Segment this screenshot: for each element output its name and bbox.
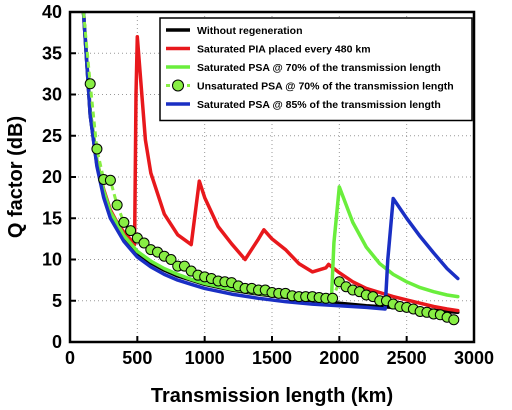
data-point — [118, 216, 130, 228]
data-point — [104, 174, 116, 186]
x-tick-label: 500 — [122, 348, 152, 368]
legend-marker — [172, 79, 184, 92]
y-tick-label: 40 — [42, 2, 62, 22]
y-tick-label: 5 — [52, 291, 62, 311]
x-tick-label: 2000 — [319, 348, 359, 368]
y-tick-label: 35 — [42, 43, 62, 63]
ticks: 0 500 1000 1500 2000 2500 3000 0 5 10 15 20 25 30 35 40 — [42, 2, 494, 368]
legend: Without regeneration Saturated PIA placed… — [159, 17, 473, 122]
data-point — [84, 78, 96, 90]
data-point — [91, 143, 103, 155]
legend-label: Without regeneration — [197, 25, 303, 37]
legend-label: Saturated PSA @ 70% of the transmission … — [197, 62, 441, 74]
data-point — [327, 292, 339, 304]
series-line — [81, 12, 460, 313]
series-2 — [81, 12, 460, 313]
data-point — [165, 254, 177, 265]
legend-item: Without regeneration — [166, 25, 303, 37]
x-tick-label: 0 — [65, 348, 75, 368]
legend-item: Unsaturated PSA @ 70% of the transmissio… — [166, 79, 454, 93]
legend-box — [159, 17, 473, 122]
legend-item: Saturated PSA @ 70% of the transmission … — [166, 62, 441, 74]
y-tick-label: 0 — [52, 332, 62, 352]
legend-label: Saturated PIA placed every 480 km — [197, 44, 371, 56]
data-point — [111, 199, 123, 211]
data-point — [448, 314, 460, 326]
y-axis-title: Q factor (dB) — [5, 116, 27, 238]
legend-item: Saturated PIA placed every 480 km — [166, 44, 371, 56]
data-point — [138, 237, 150, 249]
y-tick-label: 30 — [42, 85, 62, 105]
legend-item: Saturated PSA @ 85% of the transmission … — [166, 99, 441, 111]
x-tick-label: 1000 — [185, 348, 225, 368]
series-5 — [81, 12, 460, 311]
y-tick-label: 20 — [42, 167, 62, 187]
x-axis-title: Transmission length (km) — [151, 385, 393, 407]
y-tick-label: 10 — [42, 250, 62, 270]
series-4 — [82, 12, 460, 326]
legend-label: Unsaturated PSA @ 70% of the transmissio… — [197, 81, 454, 93]
x-tick-label: 3000 — [454, 348, 494, 368]
data-point — [125, 225, 137, 237]
x-tick-label: 1500 — [252, 348, 292, 368]
x-tick-label: 2500 — [387, 348, 427, 368]
y-tick-label: 25 — [42, 126, 62, 146]
series-layer — [81, 12, 460, 326]
legend-label: Saturated PSA @ 85% of the transmission … — [197, 99, 441, 111]
series-line — [81, 12, 460, 311]
y-tick-label: 15 — [42, 208, 62, 228]
